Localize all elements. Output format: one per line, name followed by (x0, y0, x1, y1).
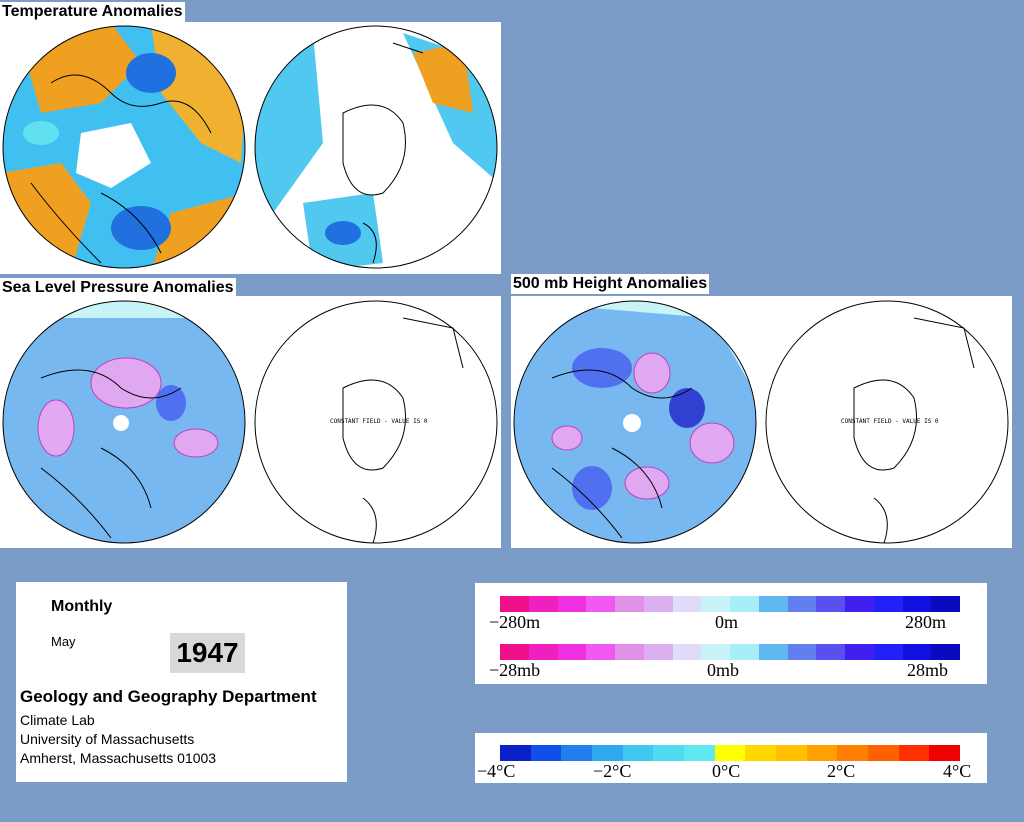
slp-panel: CONSTANT FIELD - VALUE IS 0 (0, 296, 501, 548)
temperature-swatch-5 (653, 745, 685, 761)
pressure-swatch-10 (787, 644, 817, 660)
height500-title: 500 mb Height Anomalies (511, 274, 710, 294)
temperature-swatch-9 (776, 745, 807, 761)
pressure-tick-zero: 0mb (707, 660, 740, 680)
height-swatch-13 (873, 596, 903, 612)
temperature-swatch-7 (714, 745, 746, 761)
height-tick-min: −280m (489, 612, 541, 632)
slp-constant-field-note: CONSTANT FIELD - VALUE IS 0 (330, 418, 428, 425)
temperature-swatch-6 (684, 745, 715, 761)
temperature-colorbar (500, 745, 961, 761)
pressure-swatch-2 (557, 644, 587, 660)
height-colorbar (500, 596, 960, 612)
height-swatch-6 (672, 596, 702, 612)
height-swatch-2 (557, 596, 587, 612)
slp-nh-globe (2, 300, 246, 544)
pressure-swatch-11 (816, 644, 845, 660)
height-tick-zero: 0m (715, 612, 739, 632)
temperature-swatch-3 (592, 745, 623, 761)
pressure-swatch-9 (758, 644, 788, 660)
height500-constant-field-note: CONSTANT FIELD - VALUE IS 0 (841, 418, 939, 425)
temperature-swatch-12 (868, 745, 899, 761)
university-label: University of Massachusetts (20, 731, 195, 747)
pressure-tick-min: −28mb (489, 660, 541, 680)
temperature-tick-p2: 2°C (827, 761, 856, 781)
temperature-swatch-1 (530, 745, 562, 761)
height-swatch-7 (701, 596, 730, 612)
temperature-panel (0, 22, 501, 274)
pressure-swatch-14 (902, 644, 932, 660)
pressure-swatch-1 (528, 644, 558, 660)
height-swatch-12 (845, 596, 874, 612)
temperature-swatch-4 (622, 745, 654, 761)
month-label: May (51, 634, 76, 649)
pressure-swatch-7 (701, 644, 730, 660)
height500-panel: CONSTANT FIELD - VALUE IS 0 (511, 296, 1012, 548)
height-swatch-4 (615, 596, 644, 612)
temperature-swatch-0 (500, 745, 531, 761)
temperature-tick-0: 0°C (712, 761, 741, 781)
pressure-swatch-4 (615, 644, 644, 660)
pressure-swatch-6 (672, 644, 702, 660)
slp-sh-globe (254, 300, 498, 544)
period-label: Monthly (51, 598, 113, 615)
height-swatch-9 (758, 596, 788, 612)
pressure-swatch-15 (931, 644, 960, 660)
slp-title: Sea Level Pressure Anomalies (0, 278, 236, 298)
info-box: Monthly May 1947 Geology and Geography D… (16, 582, 347, 782)
address-label: Amherst, Massachusetts 01003 (20, 750, 217, 766)
temperature-tick-m4: −4°C (477, 761, 516, 781)
department-label: Geology and Geography Department (20, 687, 317, 706)
height500-nh-globe (513, 300, 757, 544)
height-swatch-1 (528, 596, 558, 612)
height-swatch-5 (643, 596, 673, 612)
year-label: 1947 (170, 633, 245, 673)
temperature-legend: −4°C −2°C 0°C 2°C 4°C (475, 733, 987, 783)
height-swatch-11 (816, 596, 845, 612)
pressure-swatch-12 (845, 644, 874, 660)
height-swatch-14 (902, 596, 932, 612)
height-swatch-3 (586, 596, 615, 612)
pressure-swatch-5 (643, 644, 673, 660)
pressure-swatch-3 (586, 644, 615, 660)
temperature-tick-m2: −2°C (593, 761, 632, 781)
pressure-swatch-8 (730, 644, 759, 660)
pressure-tick-max: 28mb (907, 660, 949, 680)
pressure-swatch-0 (500, 644, 529, 660)
pressure-swatch-13 (873, 644, 903, 660)
temperature-swatch-8 (745, 745, 777, 761)
temperature-swatch-2 (561, 745, 593, 761)
pressure-colorbar (500, 644, 960, 660)
height-swatch-8 (730, 596, 759, 612)
height-swatch-10 (787, 596, 817, 612)
temperature-tick-p4: 4°C (943, 761, 972, 781)
temperature-swatch-13 (898, 745, 930, 761)
height500-sh-globe (765, 300, 1009, 544)
temperature-swatch-11 (837, 745, 869, 761)
height-swatch-0 (500, 596, 529, 612)
temperature-swatch-14 (929, 745, 961, 761)
temperature-nh-globe (2, 25, 246, 269)
height-tick-max: 280m (905, 612, 947, 632)
lab-label: Climate Lab (20, 712, 95, 728)
temperature-swatch-10 (806, 745, 838, 761)
anomaly-legend: −280m 0m 280m −28mb 0mb 28mb (475, 583, 987, 684)
temperature-sh-globe (254, 25, 498, 269)
temperature-title: Temperature Anomalies (0, 2, 185, 22)
height-swatch-15 (931, 596, 960, 612)
